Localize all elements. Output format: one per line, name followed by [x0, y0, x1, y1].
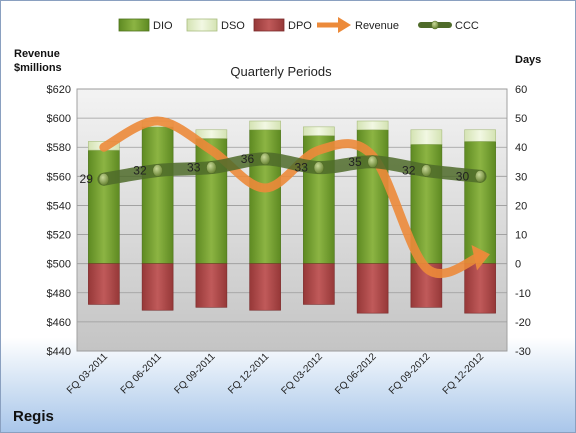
dso-bar [303, 126, 335, 136]
company-name: Regis [13, 408, 54, 425]
ccc-point [474, 169, 486, 183]
x-tick-label: FQ 03-2012 [279, 351, 325, 397]
dpo-bar [249, 263, 281, 311]
left-tick-label: $500 [47, 259, 71, 271]
ccc-point [205, 161, 217, 175]
right-tick-label: 0 [515, 259, 521, 271]
right-tick-label: 40 [515, 142, 527, 154]
dso-bar [195, 129, 228, 139]
ccc-data-label: 30 [456, 169, 470, 183]
legend-label: Revenue [355, 20, 399, 32]
ccc-point [313, 161, 325, 175]
left-axis-title-line1: Revenue [14, 48, 60, 60]
dso-bar [410, 129, 443, 145]
dso-bar [464, 129, 496, 142]
chart-title: Quarterly Periods [230, 64, 332, 79]
x-tick-label: FQ 12-2012 [441, 351, 487, 397]
right-tick-label: -30 [515, 346, 531, 358]
dio-bar [141, 126, 174, 264]
ccc-data-label: 32 [402, 164, 416, 178]
legend-swatch-revenue-head [338, 17, 351, 33]
right-tick-label: -20 [515, 317, 531, 329]
dio-bar [249, 129, 281, 264]
ccc-data-label: 36 [241, 152, 255, 166]
right-tick-label: 30 [515, 171, 527, 183]
ccc-data-label: 29 [80, 172, 94, 186]
ccc-data-label: 35 [348, 155, 362, 169]
ccc-line: 29 32 33 36 33 35 32 30 [80, 152, 487, 186]
dpo-bar [88, 263, 120, 305]
legend-swatch-dpo [253, 18, 285, 32]
legend: DIO DSO DPO Revenue CCC [118, 17, 479, 33]
right-axis: -30 -20 -10 0 10 20 30 40 50 60 [515, 84, 531, 358]
dpo-bar [141, 263, 174, 311]
x-tick-label: FQ 06-2011 [119, 351, 164, 396]
left-tick-label: $600 [47, 113, 71, 125]
x-tick-label: FQ 09-2012 [387, 351, 433, 397]
dio-bar [464, 141, 496, 264]
left-axis-title-line2: $millions [14, 62, 62, 74]
bars [88, 120, 496, 314]
right-tick-label: 60 [515, 84, 527, 96]
left-tick-label: $440 [47, 346, 71, 358]
ccc-point [152, 164, 164, 177]
dpo-bar [464, 263, 496, 314]
right-tick-label: 20 [515, 200, 527, 212]
ccc-point [420, 164, 432, 177]
left-tick-label: $520 [47, 230, 71, 242]
revenue-arrowhead [471, 244, 490, 271]
left-tick-label: $480 [47, 288, 71, 300]
dso-bar [356, 120, 389, 131]
left-tick-label: $460 [47, 317, 71, 329]
left-tick-label: $560 [47, 171, 71, 183]
ccc-point [367, 155, 379, 169]
ccc-data-label: 33 [295, 161, 309, 175]
legend-swatch-ccc-dot [431, 20, 439, 30]
x-axis: FQ 03-2011 FQ 06-2011 FQ 09-2011 FQ 12-2011… [65, 351, 487, 397]
legend-label: CCC [455, 20, 479, 32]
dio-bar [88, 149, 120, 264]
right-tick-label: 10 [515, 230, 527, 242]
legend-label: DSO [221, 20, 245, 32]
dpo-bar [303, 263, 335, 305]
ccc-data-label: 33 [187, 161, 201, 175]
legend-swatch-dso [186, 18, 218, 32]
ccc-point [259, 152, 271, 166]
right-tick-label: -10 [515, 288, 531, 300]
dpo-bar [195, 263, 228, 308]
left-axis: $440 $460 $480 $500 $520 $540 $560 $580 $600 $620 [47, 84, 71, 358]
right-axis-title: Days [515, 54, 541, 66]
x-tick-label: FQ 06-2012 [333, 351, 379, 397]
left-tick-label: $540 [47, 200, 71, 212]
dso-bar [249, 120, 281, 131]
dpo-bar [356, 263, 389, 314]
right-tick-label: 50 [515, 113, 527, 125]
ccc-data-label: 32 [133, 164, 147, 178]
legend-swatch-dio [118, 18, 150, 32]
legend-label: DPO [288, 20, 312, 32]
x-tick-label: FQ 12-2011 [226, 351, 271, 396]
legend-label: DIO [153, 20, 173, 32]
x-tick-label: FQ 03-2011 [65, 351, 110, 396]
ccc-point [98, 172, 110, 186]
left-tick-label: $580 [47, 142, 71, 154]
x-tick-label: FQ 09-2011 [173, 351, 218, 396]
left-tick-label: $620 [47, 84, 71, 96]
